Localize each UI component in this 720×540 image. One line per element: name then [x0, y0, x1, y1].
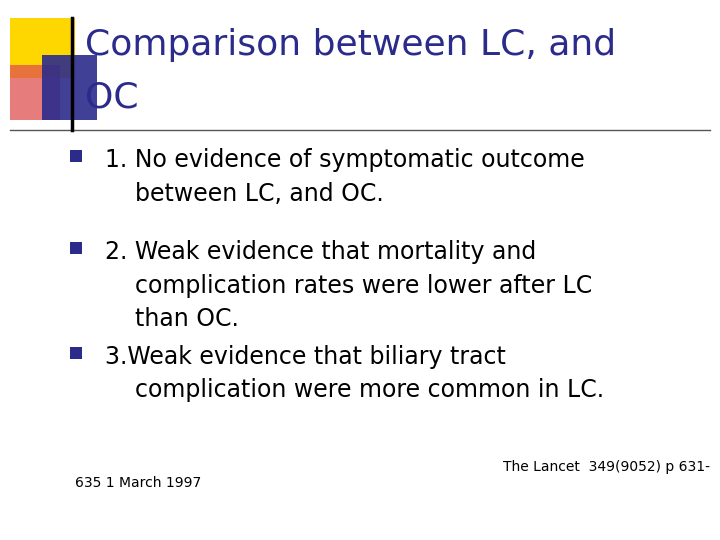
Text: The Lancet  349(9052) p 631-: The Lancet 349(9052) p 631-: [503, 460, 710, 474]
Text: 3.Weak evidence that biliary tract
    complication were more common in LC.: 3.Weak evidence that biliary tract compl…: [105, 345, 604, 402]
Bar: [10, 65, 60, 120]
Text: 1. No evidence of symptomatic outcome
    between LC, and OC.: 1. No evidence of symptomatic outcome be…: [105, 148, 585, 206]
Bar: [70, 347, 82, 359]
Bar: [70, 242, 82, 254]
Text: 2. Weak evidence that mortality and
    complication rates were lower after LC
 : 2. Weak evidence that mortality and comp…: [105, 240, 593, 331]
Bar: [42, 55, 97, 120]
Text: OC: OC: [85, 80, 139, 114]
Bar: [10, 18, 75, 78]
Bar: [70, 150, 82, 162]
Text: Comparison between LC, and: Comparison between LC, and: [85, 28, 616, 62]
Text: 635 1 March 1997: 635 1 March 1997: [75, 476, 202, 490]
